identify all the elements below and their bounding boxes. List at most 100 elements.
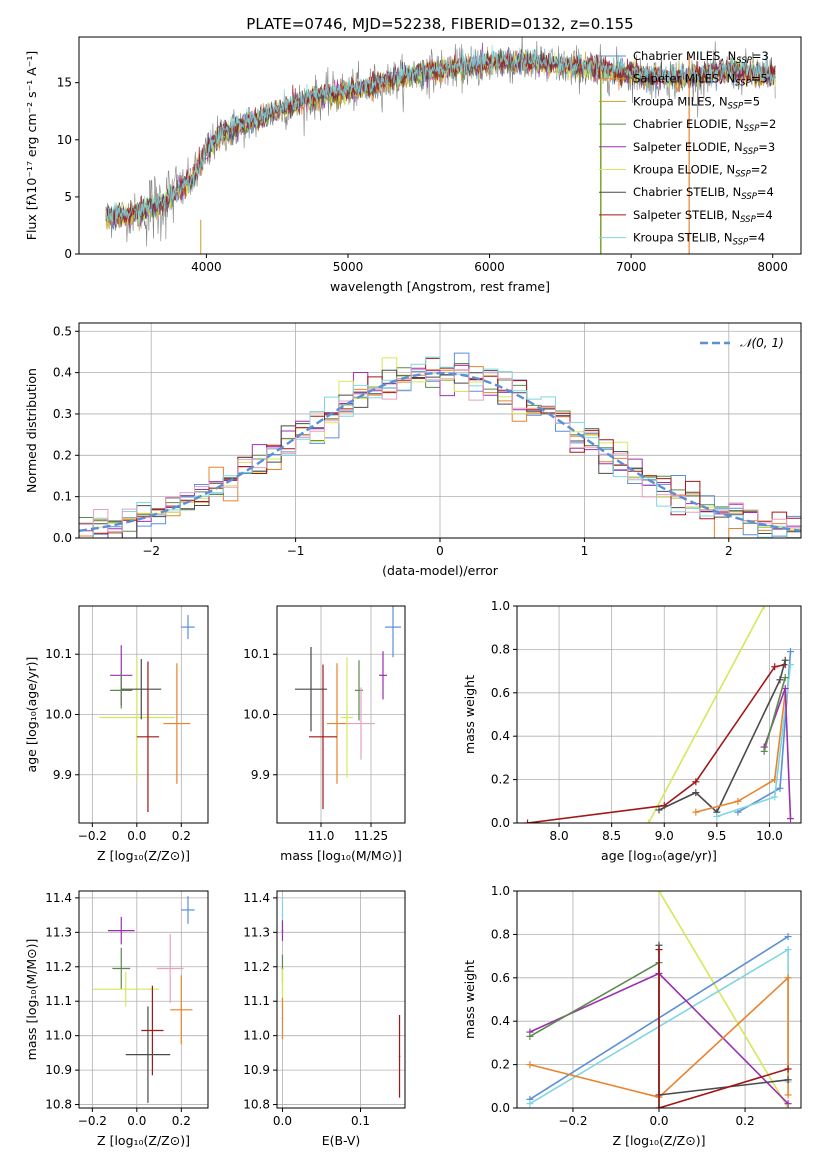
tick-label-x: 0.0	[273, 1114, 292, 1128]
tick-label-x: 1	[581, 544, 589, 558]
tick-label-y: 10	[57, 133, 72, 147]
age_vs_Z-ylabel: age [log₁₀(age/yr)]	[24, 657, 39, 773]
mass_vs_Z-ylabel: mass [log₁₀(M/M⊙)]	[24, 939, 39, 1061]
legend-label: Salpeter ELODIE, NSSP=3	[633, 140, 775, 157]
legend-label: Chabrier ELODIE, NSSP=2	[633, 117, 776, 134]
tick-label-y: 0.2	[491, 1058, 510, 1072]
tick-label-y: 11.4	[243, 891, 270, 905]
tick-label-x: 5000	[333, 260, 364, 274]
tick-label-y: 10.8	[243, 1098, 270, 1112]
legend-label: Kroupa MILES, NSSP=5	[633, 94, 760, 111]
legend-label: Chabrier STELIB, NSSP=4	[633, 185, 774, 202]
tick-label-x: 0.2	[172, 1114, 191, 1128]
tick-label-y: 11.0	[243, 1029, 270, 1043]
tick-label-y: 0.2	[491, 773, 510, 787]
tick-label-x: 2	[725, 544, 733, 558]
weight_vs_Z-plot-area	[526, 891, 792, 1108]
legend-label: Salpeter STELIB, NSSP=4	[633, 208, 773, 225]
tick-label-y: 10.1	[45, 647, 72, 661]
legend-label: Salpeter MILES, NSSP=5	[633, 72, 768, 89]
tick-label-y: 11.2	[243, 960, 270, 974]
tick-label-x: −1	[287, 544, 305, 558]
tick-label-y: 10.8	[45, 1098, 72, 1112]
residuals-xlabel: (data-model)/error	[382, 563, 499, 578]
residuals-chart: −2 −1 0 1 2 0.0 0.1 0.2 0.3 0.4 0.5 (data-model)/er…	[24, 322, 802, 578]
tick-label-y: 15	[57, 76, 72, 90]
tick-label-y: 11.2	[45, 960, 72, 974]
mass_vs_Z-chart: −0.2 0.0 0.2 10.8 10.9 11.0 11.1 11.2 11.3 11.4 Z …	[24, 890, 209, 1148]
tick-label-x: 0.0	[127, 1114, 146, 1128]
tick-label-x: 7000	[616, 260, 647, 274]
spectrum-frame	[78, 36, 802, 255]
age_vs_Z-chart: −0.2 0.0 0.2 9.9 10.0 10.1 Z [log₁₀(Z/Z⊙)] age …	[24, 605, 209, 863]
weight_vs_Z-ylabel: mass weight	[462, 960, 477, 1039]
weight_vs_Z-chart: −0.2 0.0 0.2 0.0 0.2 0.4 0.6 0.8 1.0 Z [log₁₀(Z/Z…	[462, 884, 802, 1148]
tick-label-y: 0.2	[53, 448, 72, 462]
tick-label-y: 11.1	[243, 994, 270, 1008]
tick-label-y: 11.3	[45, 925, 72, 939]
mass_vs_ebv-xlabel: E(B-V)	[322, 1133, 361, 1148]
spectrum-model-line	[105, 50, 776, 228]
tick-label-x: 8.0	[550, 829, 569, 843]
tick-label-y: 0.3	[53, 407, 72, 421]
tick-label-y: 10.0	[243, 708, 270, 722]
tick-label-y: 10.9	[45, 1063, 72, 1077]
weight-line	[763, 677, 786, 752]
spectrum-xlabel: wavelength [Angstrom, rest frame]	[330, 279, 550, 294]
tick-label-y: 11.4	[45, 891, 72, 905]
tick-label-x: 6000	[474, 260, 505, 274]
tick-label-x: 0.0	[649, 1114, 668, 1128]
tick-label-y: 11.1	[45, 994, 72, 1008]
tick-label-y: 10.0	[45, 708, 72, 722]
tick-label-y: 0.0	[53, 531, 72, 545]
spectrum-model-line	[105, 44, 776, 226]
tick-label-x: 9.5	[707, 829, 726, 843]
weight-line	[527, 663, 786, 823]
weight_vs_age-plot-area	[524, 606, 794, 823]
tick-label-x: 0.2	[172, 829, 191, 843]
mass_vs_Z-frame	[78, 890, 209, 1109]
legend-label: Kroupa ELODIE, NSSP=2	[633, 163, 768, 180]
tick-label-x: 0.1	[351, 1114, 370, 1128]
mass_vs_ebv-chart: 0.0 0.1 10.8 10.9 11.0 11.1 11.2 11.3 11.4 E(B-V)	[243, 890, 406, 1148]
tick-label-y: 0.5	[53, 324, 72, 338]
weight-line	[647, 606, 765, 823]
weight_vs_age-ylabel: mass weight	[462, 675, 477, 754]
tick-label-x: −0.2	[558, 1114, 587, 1128]
weight-line	[529, 975, 789, 1099]
tick-label-y: 0.1	[53, 490, 72, 504]
tick-label-x: 0.0	[127, 829, 146, 843]
tick-label-x: −2	[142, 544, 160, 558]
tick-label-y: 0.6	[491, 686, 510, 700]
age_vs_mass-xlabel: mass [log₁₀(M/M⊙)]	[280, 848, 402, 863]
weight-line	[658, 891, 789, 1108]
tick-label-y: 0.4	[53, 366, 72, 380]
age_vs_Z-xlabel: Z [log₁₀(Z/Z⊙)]	[97, 848, 190, 863]
tick-label-y: 11.3	[243, 925, 270, 939]
residuals-plot-area	[79, 352, 801, 538]
weight_vs_age-chart: 8.0 8.5 9.0 9.5 10.0 0.0 0.2 0.4 0.6 0.8 1.0 age [l…	[462, 599, 802, 863]
tick-label-x: 4000	[191, 260, 222, 274]
histogram-step-line	[79, 369, 801, 538]
spectrum-legend: Chabrier MILES, NSSP=3 Salpeter MILES, NS…	[599, 49, 776, 248]
spectrum-plot-area	[105, 37, 776, 254]
spectrum-chart: 4000 5000 6000 7000 8000 0 5 10 15 wavelength [An…	[24, 36, 802, 294]
mass_vs_Z-plot-area	[92, 896, 195, 1103]
tick-label-x: 8.5	[602, 829, 621, 843]
tick-label-y: 0.0	[491, 1101, 510, 1115]
tick-label-y: 1.0	[491, 599, 510, 613]
age_vs_mass-plot-area	[295, 606, 401, 810]
tick-label-x: 9.0	[655, 829, 674, 843]
tick-label-y: 10.9	[243, 1063, 270, 1077]
tick-label-y: 10.1	[243, 647, 270, 661]
legend-label: 𝒩(0, 1)	[740, 336, 784, 350]
tick-label-y: 11.0	[45, 1029, 72, 1043]
tick-label-y: 0	[64, 247, 72, 261]
tick-label-y: 0.6	[491, 971, 510, 985]
tick-label-x: 8000	[757, 260, 788, 274]
age_vs_mass-chart: 11.0 11.25 9.9 10.0 10.1 mass [log₁₀(M/M⊙)]	[243, 605, 406, 863]
tick-label-x: 0	[436, 544, 444, 558]
tick-label-y: 0.4	[491, 1014, 510, 1028]
weight-line	[658, 945, 789, 1096]
